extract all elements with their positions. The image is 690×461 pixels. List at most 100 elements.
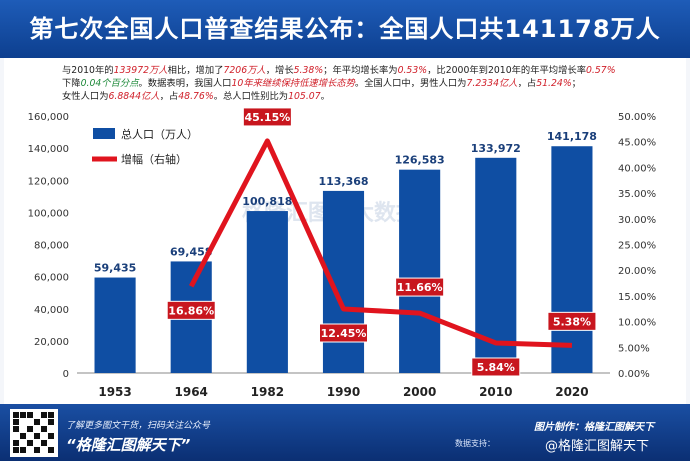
- bar-value-label: 100,818: [242, 195, 292, 208]
- qr-code-cell: [13, 412, 19, 418]
- y-right-tick-label: 50.00%: [618, 112, 656, 123]
- y-left-tick-label: 40,000: [34, 305, 69, 316]
- intro-highlight: 10年来继续保持低速增长态势: [231, 78, 355, 89]
- population-chart: 格隆汇图股大数据 020,00040,00060,00080,000100,00…: [28, 107, 657, 399]
- growth-label-box: [166, 300, 216, 320]
- intro-highlight: 6.8844亿人: [108, 91, 160, 102]
- qr-code-cell: [13, 426, 19, 432]
- bar-value-label: 126,583: [395, 154, 445, 167]
- qr-code-cell: [34, 447, 40, 453]
- x-tick-label: 1982: [251, 385, 284, 399]
- y-right-tick-label: 15.00%: [618, 292, 656, 303]
- intro-text-span: 下降: [62, 78, 81, 89]
- intro-line-1: 与2010年的133972万人相比，增加了7206万人，增长5.38%；年平均增…: [62, 64, 682, 77]
- population-bar: [94, 277, 136, 373]
- qr-code-icon[interactable]: [10, 409, 58, 457]
- qr-code-cell: [41, 440, 47, 446]
- growth-label-box: [547, 311, 597, 331]
- y-left-tick-label: 80,000: [34, 241, 69, 252]
- qr-code-cell: [27, 440, 33, 446]
- intro-text-span: 女性人口为: [62, 91, 109, 102]
- growth-label-box: [242, 107, 292, 127]
- growth-label-box: [395, 277, 445, 297]
- intro-text-span: ，比2000年到2010年的年平均增长率: [427, 65, 586, 76]
- growth-label: 5.84%: [477, 361, 515, 374]
- growth-label: 5.38%: [553, 315, 591, 328]
- intro-highlight: 133972万人: [113, 65, 168, 76]
- footer-banner: [0, 404, 690, 461]
- bar-value-label: 113,368: [318, 175, 368, 188]
- qr-code-cell: [27, 412, 33, 418]
- x-tick-label: 1953: [98, 385, 131, 399]
- intro-highlight: 48.76%: [178, 91, 214, 102]
- growth-label: 45.15%: [244, 111, 290, 124]
- bar-value-label: 133,972: [471, 142, 521, 155]
- qr-code-cell: [34, 433, 40, 439]
- qr-code-cell: [13, 447, 19, 453]
- x-tick-label: 1964: [175, 385, 208, 399]
- x-tick-label: 1990: [327, 385, 360, 399]
- y-right-tick-label: 35.00%: [618, 189, 656, 200]
- y-left-tick-label: 60,000: [34, 273, 69, 284]
- y-left-tick-label: 120,000: [28, 176, 69, 187]
- intro-highlight: 0.04个百分点: [80, 78, 139, 89]
- qr-code-cell: [20, 447, 26, 453]
- y-right-tick-label: 25.00%: [618, 241, 656, 252]
- intro-text-span: ，占: [517, 78, 537, 89]
- qr-code-cell: [48, 447, 54, 453]
- y-right-tick-label: 40.00%: [618, 163, 656, 174]
- footer-data-support: 数据支持：: [455, 439, 495, 448]
- qr-code-cell: [34, 419, 40, 425]
- y-right-tick-label: 30.00%: [618, 215, 656, 226]
- chart-legend: 总人口（万人） 增幅（右轴）: [92, 127, 198, 166]
- intro-text-span: ，占: [159, 91, 179, 102]
- population-bar: [551, 146, 593, 373]
- y-right-tick-label: 10.00%: [618, 318, 656, 329]
- intro-highlight: 7206万人: [223, 65, 266, 76]
- intro-line-2: 下降0.04个百分点。数据表明，我国人口10年来继续保持低速增长态势。全国人口中…: [62, 77, 682, 90]
- growth-label: 11.66%: [397, 281, 443, 294]
- chart-axes: 0 20,000 40,000 60,000 80,000 100,000 120,000 1…: [28, 112, 657, 399]
- intro-text-span: ；年平均增长率为: [323, 65, 398, 76]
- intro-highlight: 105.07: [288, 91, 321, 102]
- growth-label-box: [319, 323, 368, 343]
- qr-code-cell: [13, 419, 19, 425]
- qr-code-cell: [41, 412, 47, 418]
- growth-label: 12.45%: [321, 327, 367, 340]
- x-tick-label: 2020: [555, 385, 588, 399]
- x-tick-label: 2010: [479, 385, 512, 399]
- intro-line-3: 女性人口为6.8844亿人，占48.76%。总人口性别比为105.07。: [62, 90, 682, 103]
- qr-code-cell: [48, 419, 54, 425]
- qr-code-cell: [20, 412, 26, 418]
- y-left-tick-label: 140,000: [28, 144, 69, 155]
- footer-credit: 图片制作：格隆汇图解天下: [534, 422, 654, 433]
- growth-line: [188, 138, 573, 348]
- y-right-tick-label: 0.00%: [618, 369, 650, 380]
- intro-text-span: 。数据表明，我国人口: [138, 78, 232, 89]
- y-left-tick-label: 160,000: [28, 112, 69, 123]
- legend-line-label: 增幅（右轴）: [121, 152, 187, 166]
- y-right-tick-label: 45.00%: [618, 138, 656, 149]
- legend-bar-swatch: [93, 128, 115, 139]
- intro-text-span: 。: [320, 91, 330, 102]
- intro-highlight: 51.24%: [536, 78, 572, 89]
- intro-highlight: 0.57%: [586, 65, 616, 76]
- qr-code-cell: [27, 426, 33, 432]
- intro-text-span: ，增长: [265, 65, 294, 76]
- page-title: 第七次全国人口普查结果公布：全国人口共141178万人: [29, 15, 661, 43]
- population-bar: [399, 169, 441, 373]
- y-left-tick-label: 0: [63, 369, 69, 380]
- intro-text-span: 相比，增加了: [167, 65, 224, 76]
- bar-value-label: 59,435: [94, 262, 136, 275]
- y-left-tick-label: 20,000: [34, 337, 69, 348]
- footer-brand-name: “格隆汇图解天下”: [66, 436, 191, 454]
- header-banner: 第七次全国人口普查结果公布：全国人口共141178万人: [0, 0, 690, 58]
- footer-subscribe-text: 了解更多图文干货，扫码关注公众号: [66, 421, 211, 431]
- intro-text-span: 与2010年的: [62, 65, 114, 76]
- intro-text: 与2010年的133972万人相比，增加了7206万人，增长5.38%；年平均增…: [62, 64, 682, 103]
- footer-weibo-handle: @格隆汇图解天下: [545, 439, 650, 454]
- intro-highlight: 5.38%: [293, 65, 324, 76]
- qr-code-cell: [20, 433, 26, 439]
- growth-label-box: [471, 357, 521, 377]
- legend-bar-label: 总人口（万人）: [121, 127, 198, 141]
